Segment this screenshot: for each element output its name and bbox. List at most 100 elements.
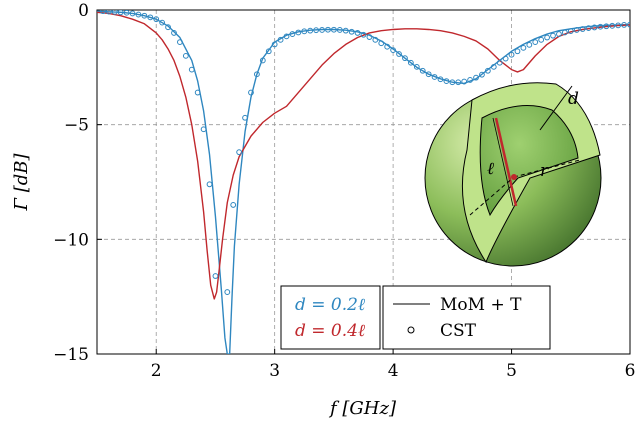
series-marker [254,71,260,78]
series-marker [100,10,106,15]
series-marker [330,26,337,33]
series-marker [236,149,243,156]
series-marker [259,57,266,64]
series-marker [153,16,160,23]
x-tick-label: 2 [151,361,162,381]
series-marker [354,30,361,36]
series-marker [265,48,272,55]
series-marker [378,40,385,47]
series-marker [496,59,503,66]
series-marker [603,23,610,30]
sphere-cutaway-core [479,105,579,217]
series-marker [105,10,112,15]
series-marker [413,63,420,70]
series-marker [301,28,308,35]
series-marker [230,202,237,208]
series-marker [538,36,545,43]
legend-circle-icon [407,326,415,334]
series-marker [514,48,521,55]
series-marker [336,27,343,33]
series-marker [567,28,574,34]
series-marker [561,29,568,36]
series-marker [212,273,219,279]
series-marker [307,27,314,34]
legend: d = 0.2ℓ d = 0.4ℓ MoM + T CST [280,285,551,350]
x-tick-label: 3 [269,361,280,381]
series-marker [621,22,627,28]
series-marker [342,27,349,34]
series-marker [224,289,231,295]
shell-line [469,176,515,216]
series-marker [177,39,183,46]
legend-entry-d02: d = 0.2ℓ [295,295,365,315]
series-marker [402,55,408,62]
series-marker [123,10,130,16]
sphere-inset: d ℓ r [424,82,602,267]
series-marker [437,76,444,83]
series-marker [159,19,166,26]
legend-entry-d04: d = 0.4ℓ [295,321,365,341]
y-tick-label: −15 [53,345,89,365]
series-marker [479,71,485,78]
legend-box-styles [382,285,551,350]
series-marker [242,114,248,121]
series-marker [135,11,142,18]
series-marker [372,36,379,43]
series-marker [597,23,604,30]
sphere-center [511,174,517,180]
y-tick-label: −5 [64,116,89,136]
series-marker [532,39,539,46]
series-marker [544,34,550,41]
series-marker [129,10,136,17]
series-marker [615,22,622,29]
series-marker [591,24,598,31]
series-marker [484,67,491,74]
series-marker [508,51,515,58]
series-marker [171,30,177,36]
x-tick-label: 4 [388,361,399,381]
series-marker [449,79,456,86]
series-marker [219,356,224,361]
x-tick-label: 5 [506,361,517,381]
series-marker [384,43,391,50]
series-marker [111,10,118,15]
series-marker [455,79,462,86]
series-marker [194,89,201,96]
y-axis-ticks: 0 −5 −10 −15 [53,1,102,365]
series-marker [550,32,556,39]
series-marker [206,181,213,188]
series-marker [313,27,320,34]
series-marker [520,44,527,51]
series-marker [147,14,154,21]
x-axis-ticks: 2 3 4 5 6 [151,349,636,381]
y-tick-label: 0 [78,1,89,21]
dipole-outline [492,117,514,207]
series-marker [366,34,373,40]
legend-entry-cst: CST [440,321,477,341]
series-marker [271,41,278,48]
series-marker [248,89,254,96]
series-marker [573,27,580,33]
series-marker [283,33,290,40]
series-marker [200,126,207,133]
series-marker [295,29,302,36]
series-marker [431,74,438,80]
series-layer [97,10,630,361]
series-marker [461,78,468,85]
series-marker [289,31,296,37]
series-marker [585,25,592,32]
series-marker [425,71,432,78]
series-marker [348,28,355,35]
series-line-1 [97,11,630,300]
legend-entry-mom: MoM + T [440,295,522,315]
plot-frame [96,9,631,355]
inset-label-d: d [568,89,579,109]
series-marker [526,41,533,48]
series-marker [325,26,331,33]
series-line-0 [97,10,630,354]
radius-line [513,159,581,178]
inset-label-l: ℓ [487,159,494,179]
series-marker [117,10,124,16]
x-tick-label: 6 [625,361,636,381]
